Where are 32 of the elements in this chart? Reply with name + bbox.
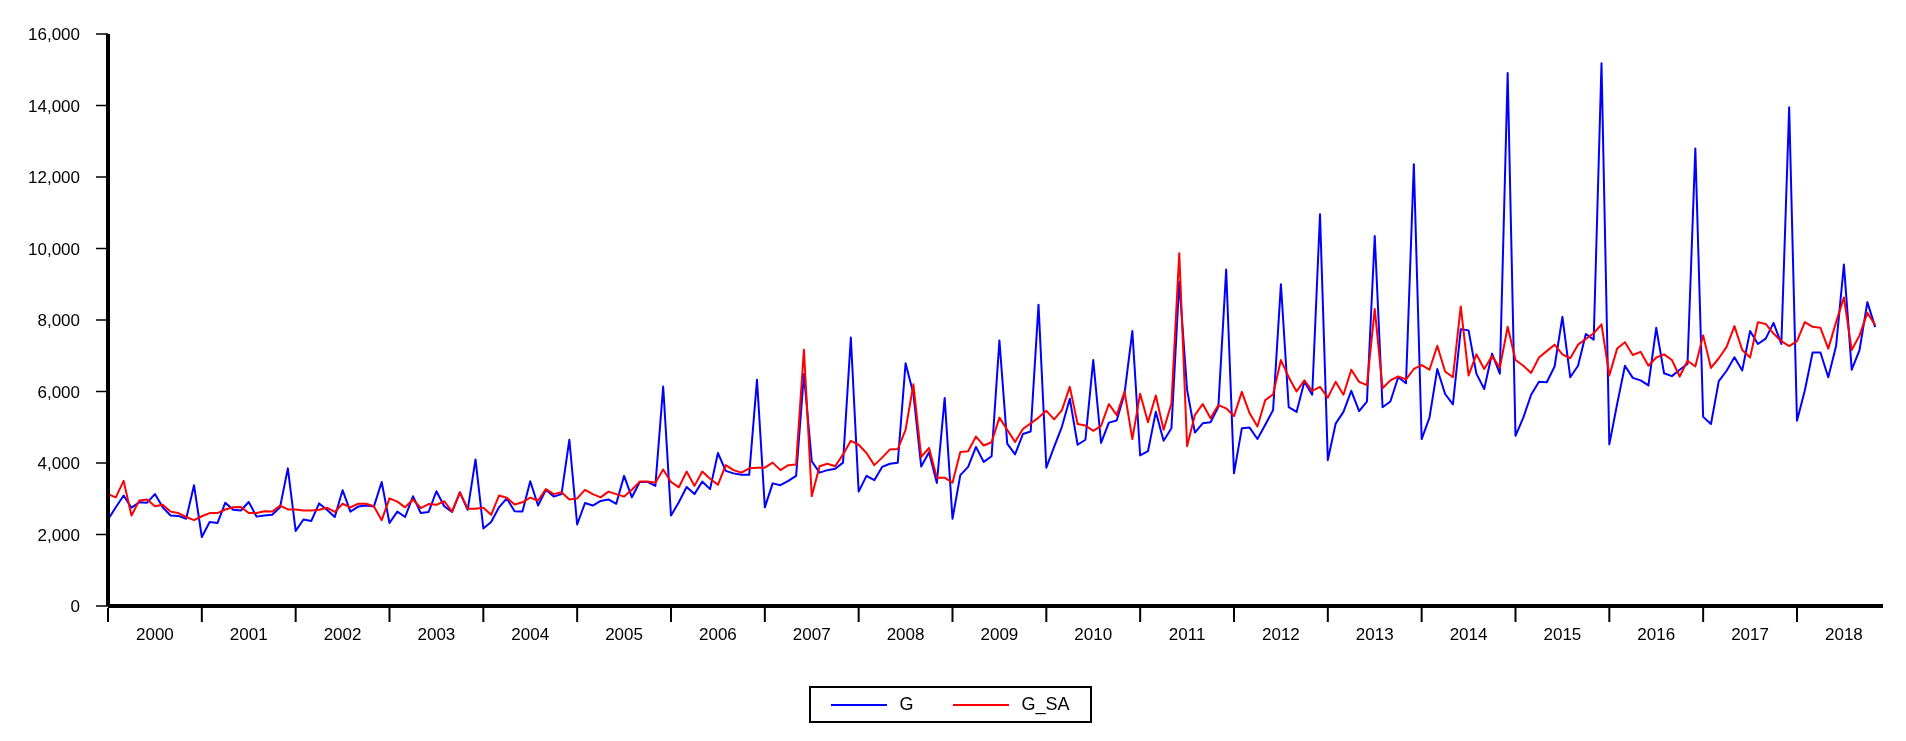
y-tick-label: 14,000: [28, 96, 80, 116]
x-tick-label: 2009: [980, 625, 1019, 644]
x-tick-label: 2015: [1543, 625, 1582, 644]
y-tick-label: 4,000: [37, 454, 80, 473]
y-tick-label: 16,000: [28, 25, 80, 44]
legend-label: G_SA: [1021, 694, 1070, 715]
y-tick-label: 6,000: [37, 382, 80, 402]
y-tick-label: 0: [70, 597, 80, 616]
x-tick-label: 2004: [511, 625, 550, 644]
x-tick-label: 2007: [792, 625, 831, 644]
y-tick-label: 2,000: [37, 525, 80, 545]
y-tick-label: 12,000: [28, 168, 80, 187]
x-tick-label: 2012: [1261, 625, 1300, 644]
x-tick-label: 2018: [1824, 625, 1863, 644]
x-tick-label: 2016: [1637, 625, 1676, 644]
x-tick-label: 2003: [417, 625, 456, 644]
x-tick-label: 2017: [1731, 625, 1769, 644]
line-series: [108, 62, 1877, 538]
x-tick-label: 2010: [1074, 625, 1113, 644]
y-tick-label: 8,000: [37, 311, 80, 330]
x-tick-label: 2011: [1168, 625, 1206, 644]
x-tick-label: 2014: [1449, 625, 1488, 644]
x-tick-label: 2008: [886, 625, 925, 644]
x-tick-label: 2005: [605, 625, 643, 644]
x-tick-label: 2001: [229, 625, 268, 644]
x-tick-label: 2006: [699, 625, 737, 644]
x-tick-label: 2002: [323, 625, 362, 644]
x-tick-label: 2013: [1355, 625, 1394, 644]
line-series: [108, 252, 1877, 522]
legend-label: G: [899, 694, 914, 715]
y-tick-label: 10,000: [28, 239, 80, 259]
x-tick-label: 2000: [136, 625, 174, 644]
